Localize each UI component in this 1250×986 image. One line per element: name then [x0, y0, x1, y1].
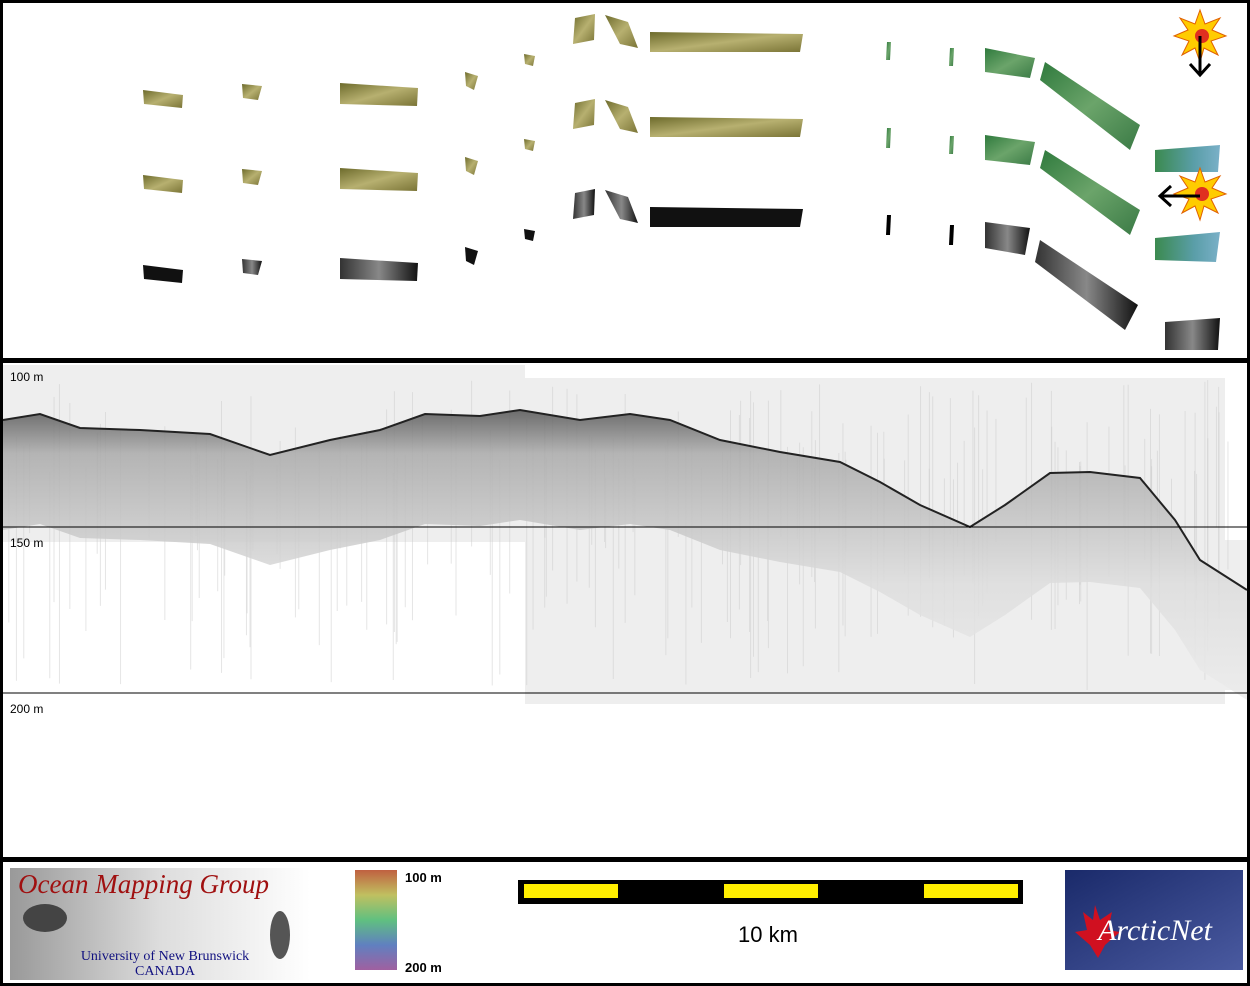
- depth-label: 100 m: [10, 370, 43, 384]
- swath: [524, 229, 535, 241]
- swath: [650, 117, 803, 137]
- swath: [949, 136, 954, 154]
- divider: [0, 358, 1250, 363]
- scale-bar: 10 km: [518, 880, 1023, 947]
- colorbar-label: 100 m: [405, 870, 442, 885]
- swath: [465, 247, 478, 265]
- swath: [465, 157, 478, 175]
- swath: [242, 169, 262, 185]
- swath: [949, 48, 954, 66]
- swath: [1040, 150, 1140, 235]
- depth-label: 150 m: [10, 536, 43, 550]
- logo-shape: [23, 904, 67, 932]
- swath: [985, 48, 1035, 78]
- sun-icon: [1174, 10, 1226, 75]
- swath: [143, 90, 183, 108]
- arcticnet-logo: ArcticNet: [1065, 870, 1243, 970]
- ocean-mapping-logo: Ocean Mapping Group University of New Br…: [10, 868, 310, 980]
- swath: [605, 15, 638, 48]
- swath: [340, 83, 418, 106]
- colorbar-gradient: [355, 870, 397, 970]
- swath: [242, 84, 262, 100]
- swath: [1040, 62, 1140, 150]
- swath: [1155, 232, 1220, 262]
- swath: [605, 100, 638, 133]
- swath: [605, 190, 638, 223]
- logo-text: ArcticNet: [1096, 914, 1213, 947]
- swath: [985, 135, 1035, 165]
- logo-shape: [270, 911, 290, 959]
- scale-bar-segment: [724, 884, 818, 898]
- scale-bar-label: 10 km: [738, 922, 798, 947]
- swath: [573, 99, 595, 129]
- logo-text: University of New Brunswick: [81, 949, 249, 964]
- colorbar: 100 m 200 m: [355, 870, 442, 975]
- colorbar-label: 200 m: [405, 960, 442, 975]
- swath: [573, 189, 595, 219]
- swath: [465, 72, 478, 90]
- swath: [143, 265, 183, 283]
- swath: [1035, 240, 1138, 330]
- swath: [524, 54, 535, 66]
- logo-text: CANADA: [135, 964, 196, 979]
- swath: [650, 32, 803, 52]
- swath: [985, 222, 1030, 255]
- swath: [242, 259, 262, 275]
- swath: [1155, 145, 1220, 172]
- sun-icon: [1160, 168, 1226, 220]
- swath: [886, 42, 891, 60]
- divider: [0, 857, 1250, 862]
- swath: [573, 14, 595, 44]
- figure: 100 m 150 m 200 m Ocean Mapping Group Un…: [0, 0, 1250, 986]
- swath: [650, 207, 803, 227]
- swath: [949, 225, 954, 245]
- swath: [340, 168, 418, 191]
- swath: [1165, 318, 1220, 350]
- depth-label: 200 m: [10, 702, 43, 716]
- swath-mosaics: [143, 14, 1220, 350]
- logo-title: Ocean Mapping Group: [18, 869, 269, 899]
- swath: [886, 215, 891, 235]
- scale-bar-segment: [524, 884, 618, 898]
- swath: [524, 139, 535, 151]
- scale-bar-segment: [924, 884, 1018, 898]
- swath: [143, 175, 183, 193]
- swath: [340, 258, 418, 281]
- swath: [886, 128, 891, 148]
